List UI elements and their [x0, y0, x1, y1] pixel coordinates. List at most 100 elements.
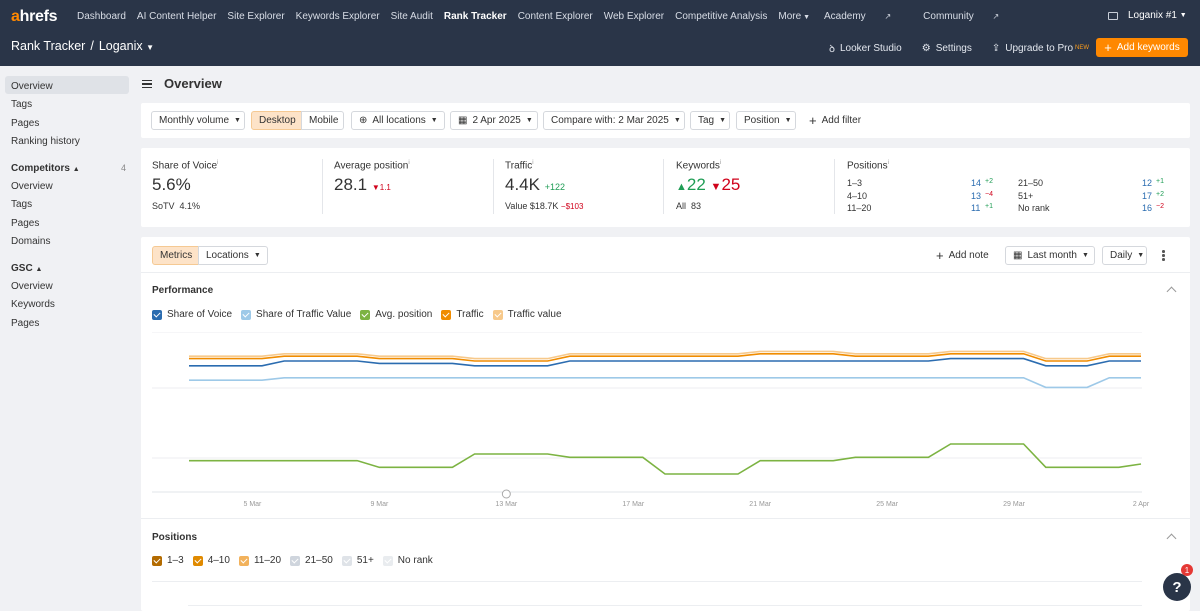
stats-panel: Share of Voicei 5.6% SoTV 4.1% Average p… [141, 148, 1190, 227]
positions-legend-1-3[interactable]: 1–3 [152, 555, 184, 566]
positions-legend-no-rank[interactable]: No rank [382, 555, 433, 566]
compare-dropdown[interactable]: Compare with: 2 Mar 2025 ▼ [543, 111, 685, 130]
series-line-avg-position[interactable] [189, 443, 1142, 475]
x-tick-label: 5 Mar [244, 501, 263, 508]
sidebar-item-competitors-tags[interactable]: Tags [11, 199, 33, 210]
metrics-tab[interactable]: Metrics [152, 246, 199, 265]
breadcrumb: Rank Tracker / Loganix ▼ [11, 39, 155, 53]
sidebar-item-overview[interactable]: Overview [11, 81, 53, 92]
positions-legend-4-10[interactable]: 4–10 [192, 555, 230, 566]
breadcrumb-tool[interactable]: Rank Tracker [11, 39, 86, 53]
performance-legend-share-of-voice[interactable]: Share of Voice [152, 309, 232, 320]
looker-studio-button[interactable]: ꝺ Looker Studio [829, 42, 902, 56]
series-line-traffic-value[interactable] [189, 350, 1141, 360]
interval-dropdown[interactable]: Daily ▼ [1102, 246, 1147, 265]
info-icon[interactable]: i [887, 160, 889, 166]
nav-item-ai-content-helper[interactable]: AI Content Helper [136, 11, 217, 22]
sidebar-section-gsc[interactable]: GSC ▲ [11, 263, 43, 274]
project-selector[interactable]: Loganix [98, 39, 143, 53]
stat-average-position: Average positioni 28.1 ▼1.1 [334, 160, 410, 195]
positions-legend-11-20[interactable]: 11–20 [238, 555, 281, 566]
series-line-share-of-traffic-value[interactable] [189, 377, 1141, 389]
performance-legend-avg-position[interactable]: Avg. position [360, 309, 432, 320]
date-picker[interactable]: ▦ 2 Apr 2025 ▼ [450, 111, 538, 130]
add-note-button[interactable]: + Add note [929, 246, 996, 265]
nav-item-site-explorer[interactable]: Site Explorer [227, 11, 285, 22]
volume-dropdown[interactable]: Monthly volume ▼ [151, 111, 245, 130]
help-button[interactable]: ? [1163, 573, 1191, 601]
nav-item-site-audit[interactable]: Site Audit [390, 11, 433, 22]
title-row: Overview [140, 66, 1200, 102]
sub-nav: Rank Tracker / Loganix ▼ ꝺ Looker Studio ⚙ S… [0, 33, 1200, 66]
sidebar-item-competitors-domains[interactable]: Domains [11, 236, 51, 247]
calendar-icon: ▦ [458, 115, 468, 126]
page-title: Overview [164, 76, 222, 91]
plus-icon: + [1104, 40, 1112, 55]
nav-item-web-explorer[interactable]: Web Explorer [603, 11, 665, 22]
chevron-down-icon: ▼ [1081, 252, 1089, 259]
series-line-share-of-voice[interactable] [189, 357, 1141, 367]
nav-item-keywords-explorer[interactable]: Keywords Explorer [295, 11, 380, 22]
add-keywords-button[interactable]: + Add keywords [1096, 38, 1188, 57]
locations-dropdown[interactable]: ⊕ All locations ▼ [351, 111, 445, 130]
x-tick-label: 25 Mar [876, 501, 898, 508]
community-link[interactable]: Community ↗ [923, 11, 1000, 22]
account-menu[interactable]: Loganix #1 ▼ [1108, 10, 1187, 21]
annotation-marker-icon[interactable] [501, 489, 511, 499]
chevron-up-icon: ▲ [35, 266, 43, 273]
performance-legend-traffic-value[interactable]: Traffic value [492, 309, 562, 320]
sidebar-item-gsc-pages[interactable]: Pages [11, 318, 40, 329]
upgrade-icon: ⇪ [991, 42, 1001, 54]
nav-item-competitive-analysis[interactable]: Competitive Analysis [675, 11, 768, 22]
performance-legend-traffic[interactable]: Traffic [441, 309, 484, 320]
sidebar-item-ranking-history[interactable]: Ranking history [11, 136, 80, 147]
divider [322, 159, 323, 214]
sidebar-item-competitors-overview[interactable]: Overview [11, 181, 53, 192]
sidebar-item-competitors-pages[interactable]: Pages [11, 218, 40, 229]
sidebar-item-pages[interactable]: Pages [11, 118, 40, 129]
series-line-traffic[interactable] [189, 353, 1141, 362]
positions-legend-51-[interactable]: 51+ [341, 555, 374, 566]
nav-item-content-explorer[interactable]: Content Explorer [517, 11, 593, 22]
range-dropdown[interactable]: ▦ Last month ▼ [1005, 246, 1095, 265]
mobile-toggle[interactable]: Mobile [301, 111, 344, 130]
chevron-down-icon: ▼ [1179, 12, 1187, 19]
menu-icon[interactable] [142, 80, 152, 88]
collapse-icon[interactable] [1166, 286, 1177, 297]
sidebar-item-tags[interactable]: Tags [11, 99, 33, 110]
tag-dropdown[interactable]: Tag ▼ [690, 111, 730, 130]
nav-item-rank-tracker[interactable]: Rank Tracker [443, 11, 507, 22]
collapse-icon[interactable] [1166, 533, 1177, 544]
upgrade-button[interactable]: ⇪ Upgrade to Pro NEW [991, 42, 1090, 54]
chevron-down-icon: ▼ [1137, 252, 1145, 259]
sidebar-item-gsc-overview[interactable]: Overview [11, 281, 53, 292]
academy-link[interactable]: Academy ↗ [824, 11, 892, 22]
ahrefs-logo[interactable]: ahrefs [11, 8, 58, 25]
performance-legend-share-of-traffic-value[interactable]: Share of Traffic Value [241, 309, 351, 320]
more-options-icon[interactable] [1162, 250, 1165, 261]
checkbox-icon [290, 555, 301, 566]
add-filter-button[interactable]: + Add filter [802, 111, 869, 130]
position-dropdown[interactable]: Position ▼ [736, 111, 796, 130]
nav-item-dashboard[interactable]: Dashboard [77, 11, 126, 22]
locations-tab[interactable]: Locations ▼ [198, 246, 268, 265]
positions-row-delta: −4 [985, 190, 993, 198]
info-icon[interactable]: i [217, 160, 219, 166]
arrow-up-icon: ▲ [676, 181, 687, 194]
nav-item-more[interactable]: More ▼ [778, 11, 811, 22]
desktop-toggle[interactable]: Desktop [251, 111, 302, 130]
positions-row-label: 4–10 [847, 190, 868, 201]
chevron-down-icon: ▼ [784, 117, 792, 124]
sidebar-section-competitors[interactable]: Competitors ▲ [11, 163, 80, 174]
sidebar-item-gsc-keywords[interactable]: Keywords [11, 299, 55, 310]
positions-row-label: 1–3 [847, 178, 863, 188]
x-tick-label: 2 Apr [1133, 501, 1150, 508]
nav-right: Academy ↗ Community ↗ [824, 11, 1031, 22]
info-icon[interactable]: i [532, 160, 534, 166]
x-tick-label: 17 Mar [622, 501, 644, 508]
info-icon[interactable]: i [719, 160, 722, 166]
settings-button[interactable]: ⚙ Settings [921, 42, 972, 54]
info-icon[interactable]: i [408, 160, 410, 166]
positions-legend-21-50[interactable]: 21–50 [290, 555, 333, 566]
plus-icon: + [936, 248, 944, 263]
